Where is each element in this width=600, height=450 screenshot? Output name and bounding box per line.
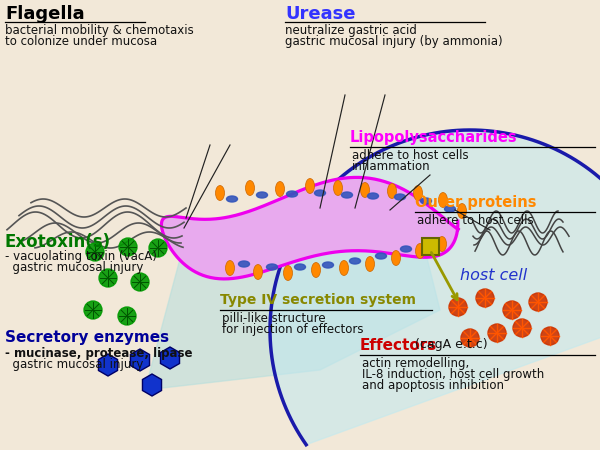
Circle shape [149, 239, 167, 257]
Circle shape [119, 238, 137, 256]
Text: adhere to host cells: adhere to host cells [417, 214, 533, 227]
Text: neutralize gastric acid: neutralize gastric acid [285, 24, 417, 37]
Text: gastric mucosal injury: gastric mucosal injury [5, 358, 143, 371]
Ellipse shape [334, 180, 343, 195]
Ellipse shape [239, 261, 250, 267]
Ellipse shape [323, 262, 334, 268]
Text: adhere to host cells: adhere to host cells [352, 149, 469, 162]
Circle shape [503, 301, 521, 319]
Ellipse shape [341, 192, 353, 198]
Text: for injection of effectors: for injection of effectors [222, 323, 364, 336]
Circle shape [449, 298, 467, 316]
Text: Exotoxin(s): Exotoxin(s) [5, 233, 111, 251]
Text: gastric mucosal injury (by ammonia): gastric mucosal injury (by ammonia) [285, 35, 503, 48]
Ellipse shape [314, 190, 325, 196]
Ellipse shape [421, 198, 431, 204]
Polygon shape [145, 210, 440, 390]
Text: Urease: Urease [285, 5, 355, 23]
Text: - vacuolating toxin (vacA): - vacuolating toxin (vacA) [5, 250, 157, 263]
Ellipse shape [424, 239, 434, 245]
Ellipse shape [227, 196, 238, 202]
Circle shape [541, 327, 559, 345]
Ellipse shape [295, 264, 305, 270]
Text: Flagella: Flagella [5, 5, 85, 23]
Ellipse shape [361, 183, 370, 198]
Ellipse shape [311, 262, 320, 278]
Text: gastric mucosal injury: gastric mucosal injury [5, 261, 143, 274]
Text: and apoptosis inhibition: and apoptosis inhibition [362, 379, 504, 392]
Circle shape [461, 329, 479, 347]
Ellipse shape [437, 237, 446, 252]
Text: pilli-like structure: pilli-like structure [222, 312, 326, 325]
Ellipse shape [340, 261, 349, 275]
Circle shape [118, 307, 136, 325]
Polygon shape [161, 177, 458, 279]
Text: Secretory enzymes: Secretory enzymes [5, 330, 169, 345]
Circle shape [476, 289, 494, 307]
Ellipse shape [401, 246, 412, 252]
Circle shape [84, 301, 102, 319]
Ellipse shape [392, 251, 401, 266]
Ellipse shape [415, 243, 425, 258]
Ellipse shape [215, 185, 224, 201]
Ellipse shape [445, 206, 455, 212]
Ellipse shape [257, 192, 268, 198]
Ellipse shape [305, 179, 314, 194]
Circle shape [86, 243, 104, 261]
Ellipse shape [395, 194, 406, 200]
Text: to colonize under mucosa: to colonize under mucosa [5, 35, 157, 48]
Text: IL-8 induction, host cell growth: IL-8 induction, host cell growth [362, 368, 544, 381]
Circle shape [131, 273, 149, 291]
Text: Type IV secretion system: Type IV secretion system [220, 293, 416, 307]
Text: - mucinase, protease, lipase: - mucinase, protease, lipase [5, 347, 193, 360]
Polygon shape [270, 130, 600, 445]
Ellipse shape [365, 256, 374, 271]
Ellipse shape [254, 265, 263, 279]
Ellipse shape [275, 181, 284, 197]
Ellipse shape [413, 185, 422, 201]
Ellipse shape [226, 261, 235, 275]
Circle shape [529, 293, 547, 311]
Circle shape [488, 324, 506, 342]
Text: actin remodelling,: actin remodelling, [362, 357, 469, 370]
Ellipse shape [439, 193, 448, 207]
Text: Lipopolysaccharides: Lipopolysaccharides [350, 130, 518, 145]
Text: inflammation: inflammation [352, 160, 431, 173]
Ellipse shape [287, 191, 298, 197]
Text: bacterial mobility & chemotaxis: bacterial mobility & chemotaxis [5, 24, 194, 37]
Text: Outer proteins: Outer proteins [415, 195, 536, 210]
FancyBboxPatch shape [421, 238, 439, 255]
Text: host cell: host cell [460, 268, 527, 283]
Ellipse shape [367, 193, 379, 199]
Text: Effectors: Effectors [360, 338, 437, 353]
Text: (cagA e.t.c): (cagA e.t.c) [415, 338, 488, 351]
Ellipse shape [388, 184, 397, 198]
Ellipse shape [458, 203, 467, 219]
Ellipse shape [349, 258, 361, 264]
Ellipse shape [245, 180, 254, 195]
Circle shape [513, 319, 531, 337]
Circle shape [99, 269, 117, 287]
Ellipse shape [284, 266, 293, 280]
Ellipse shape [266, 264, 277, 270]
Ellipse shape [376, 253, 386, 259]
